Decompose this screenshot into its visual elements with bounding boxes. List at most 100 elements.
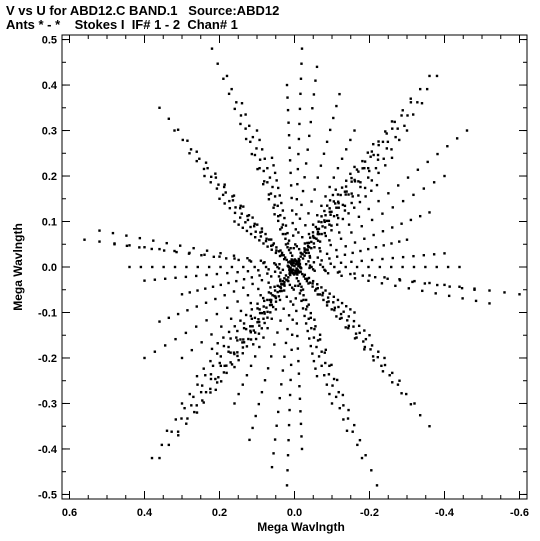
uv-point: [351, 251, 354, 255]
uv-point: [272, 242, 276, 245]
uv-point: [323, 231, 326, 235]
uv-point: [272, 206, 275, 209]
uv-point: [219, 283, 222, 287]
uv-point: [436, 152, 439, 156]
uv-point: [241, 352, 244, 355]
uv-point: [266, 310, 269, 314]
uv-point: [279, 249, 282, 252]
uv-point: [295, 267, 298, 270]
uv-point: [232, 194, 236, 197]
uv-point: [299, 77, 303, 80]
uv-point: [318, 338, 322, 341]
uv-point: [359, 181, 362, 184]
uv-point: [245, 229, 249, 233]
uv-point: [180, 356, 184, 360]
uv-point: [413, 279, 416, 283]
uv-point: [400, 222, 403, 225]
uv-point: [416, 101, 419, 104]
uv-point: [195, 325, 198, 328]
uv-point: [246, 214, 249, 218]
uv-point: [323, 209, 326, 213]
uv-point: [273, 438, 277, 441]
uv-point: [255, 147, 258, 150]
uv-point: [361, 167, 364, 170]
uv-point: [227, 281, 230, 285]
uv-point: [315, 237, 318, 240]
uv-point: [317, 227, 321, 231]
uv-point: [303, 248, 307, 251]
uv-point: [374, 166, 378, 170]
uv-point: [344, 245, 347, 248]
uv-point: [326, 272, 330, 275]
uv-point: [256, 321, 259, 324]
uv-point: [222, 371, 226, 374]
uv-point: [312, 242, 316, 245]
uv-point: [372, 359, 375, 362]
uv-point: [458, 285, 461, 288]
uv-point: [332, 301, 335, 304]
uv-point: [195, 305, 198, 308]
uv-point: [304, 308, 308, 311]
uv-point: [423, 282, 427, 285]
uv-point: [271, 305, 275, 309]
uv-point: [370, 218, 374, 222]
uv-point: [279, 286, 283, 290]
uv-point: [305, 305, 309, 308]
uv-point: [324, 348, 327, 352]
uv-point: [284, 243, 288, 246]
uv-point: [299, 289, 303, 292]
uv-point: [461, 297, 464, 300]
uv-point: [405, 129, 409, 132]
uv-point: [334, 202, 337, 205]
uv-point: [270, 238, 273, 241]
uv-point: [319, 263, 322, 266]
uv-point: [222, 344, 226, 348]
uv-point: [300, 47, 304, 50]
uv-point: [350, 231, 353, 234]
uv-point: [291, 271, 295, 275]
uv-point: [325, 304, 329, 307]
uv-point: [396, 127, 399, 130]
uv-point: [227, 92, 231, 96]
uv-point: [518, 293, 521, 296]
uv-point: [305, 279, 309, 283]
uv-point: [377, 140, 380, 143]
uv-point: [258, 158, 262, 161]
uv-point: [306, 248, 309, 252]
uv-point: [242, 205, 245, 208]
uv-point: [287, 248, 291, 252]
uv-point: [409, 218, 413, 222]
uv-point: [237, 392, 240, 396]
uv-point: [428, 211, 431, 214]
uv-point: [258, 345, 261, 349]
uv-point: [196, 289, 199, 292]
uv-point: [316, 256, 319, 259]
uv-point: [260, 148, 264, 151]
uv-point: [307, 317, 310, 320]
uv-point: [313, 327, 316, 331]
uv-point: [345, 179, 348, 182]
uv-point: [236, 354, 239, 358]
uv-point: [313, 318, 316, 321]
uv-point: [360, 259, 363, 263]
uv-point: [316, 283, 319, 286]
uv-point: [355, 265, 359, 269]
uv-point: [282, 283, 286, 286]
uv-point: [353, 241, 357, 244]
uv-point: [301, 235, 304, 239]
uv-point: [249, 331, 252, 334]
uv-point: [229, 361, 232, 364]
uv-point: [237, 358, 240, 362]
uv-point: [374, 246, 378, 249]
uv-point: [165, 429, 169, 432]
uv-point: [328, 207, 331, 210]
uv-point: [313, 246, 316, 249]
uv-point: [364, 195, 367, 198]
uv-point: [254, 230, 257, 233]
uv-point: [353, 272, 356, 275]
uv-point: [353, 337, 357, 340]
uv-point: [401, 199, 405, 203]
uv-point: [329, 243, 332, 247]
uv-point: [308, 254, 311, 258]
